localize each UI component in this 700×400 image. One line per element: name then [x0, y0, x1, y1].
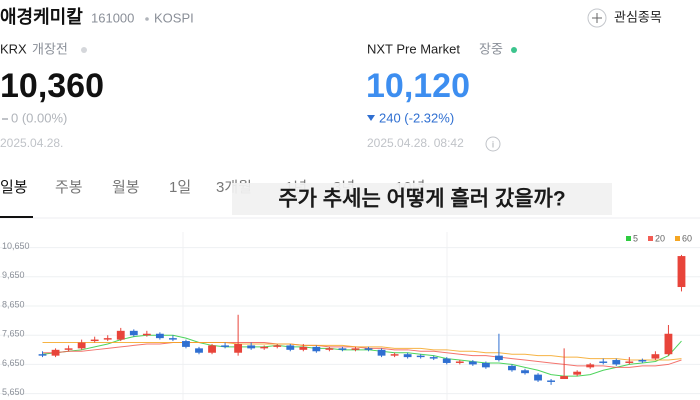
candle-body: [586, 364, 595, 368]
legend-label: 20: [655, 233, 665, 243]
legend-swatch: [626, 236, 631, 241]
candle-body: [351, 348, 360, 350]
candle-body: [155, 333, 164, 339]
change: 0 (0.00%): [11, 110, 67, 125]
y-tick-label: 9,650: [2, 270, 25, 280]
candle-body: [508, 365, 516, 371]
legend-label: 60: [682, 233, 692, 243]
candle-body: [534, 374, 542, 381]
legend-swatch: [648, 236, 653, 241]
candle-body: [169, 338, 177, 340]
date: 2025.04.28. 08:42: [367, 136, 464, 150]
status: 장중: [479, 41, 503, 56]
candle-body: [442, 358, 451, 363]
moving-average-line: [42, 342, 682, 368]
watch-button[interactable]: 관심종목: [587, 8, 662, 28]
candle-body: [416, 355, 425, 358]
exchange: KRX: [0, 41, 27, 56]
candle-body: [260, 346, 269, 349]
banner-box: [232, 183, 612, 215]
status-dot: [81, 47, 87, 53]
candle-body: [547, 380, 555, 382]
candle-body: [612, 360, 621, 365]
candle-body: [468, 361, 477, 365]
moving-average-line: [42, 342, 682, 361]
candle-body: [299, 346, 308, 350]
candle-body: [116, 330, 125, 340]
candle-body: [455, 361, 464, 363]
candle-body: [677, 256, 686, 288]
y-tick-label: 6,650: [2, 358, 25, 368]
candle-body: [664, 333, 673, 355]
candle-body: [77, 342, 86, 349]
candle-body: [208, 345, 216, 353]
y-tick-label: 10,650: [2, 241, 30, 251]
candle-body: [51, 349, 60, 356]
candle-body: [403, 354, 412, 358]
candle-body: [273, 345, 282, 347]
price: 10,360: [0, 67, 104, 105]
candle-body: [377, 349, 386, 356]
y-tick-label: 7,650: [2, 329, 25, 339]
date: 2025.04.28.: [0, 136, 63, 150]
candle-body: [338, 348, 347, 350]
watch-label: 관심종목: [614, 9, 662, 24]
candle-body: [103, 338, 112, 340]
candle-body: [90, 339, 99, 342]
stock-name: 애경케미칼: [0, 7, 83, 27]
candle-body: [325, 348, 334, 350]
info-icon: i: [492, 139, 494, 149]
legend-swatch: [675, 236, 680, 241]
candle-body: [651, 354, 660, 359]
candle-body: [142, 333, 151, 336]
period-tab[interactable]: 주봉: [55, 179, 83, 196]
market: KOSPI: [154, 10, 194, 25]
legend-label: 5: [633, 233, 638, 243]
period-tab[interactable]: 월봉: [112, 179, 140, 196]
candle-body: [182, 341, 190, 347]
candle-body: [638, 360, 647, 362]
price: 10,120: [366, 67, 470, 105]
y-tick-label: 8,650: [2, 299, 25, 309]
exchange: NXT Pre Market: [367, 41, 460, 56]
down-icon: [367, 115, 375, 121]
period-tab[interactable]: 일봉: [0, 179, 28, 196]
candle-body: [247, 345, 256, 349]
candle-body: [312, 346, 321, 352]
candle-body: [234, 343, 243, 353]
candle-body: [64, 348, 73, 350]
candle-body: [286, 345, 295, 350]
separator-dot: [145, 17, 149, 21]
candle-body: [560, 376, 569, 380]
banner: 주가 추세는 어떻게 흘러 갔을까?: [278, 187, 565, 211]
candle-body: [521, 370, 529, 374]
period-tab[interactable]: 1일: [169, 179, 191, 196]
candle-body: [599, 361, 608, 363]
candle-body: [573, 371, 582, 375]
moving-average-line: [42, 334, 682, 377]
stock-code: 161000: [91, 10, 134, 25]
candlestick-chart: 10,650 9,650 8,650 7,650 6,650 5,650 5 20 60: [0, 233, 700, 397]
candle-body: [390, 354, 399, 356]
candle-body: [195, 348, 203, 353]
status: 개장전: [32, 41, 68, 56]
candle-body: [625, 361, 634, 363]
plus-icon: [587, 8, 607, 28]
change: 240 (-2.32%): [379, 110, 454, 125]
candle-body: [129, 330, 138, 336]
candle-body: [38, 354, 47, 356]
candle-body: [364, 348, 373, 350]
candle-body: [481, 362, 490, 368]
status-dot: [511, 47, 517, 53]
candle-body: [429, 357, 438, 359]
candle-body: [495, 355, 503, 361]
y-tick-label: 5,650: [2, 387, 25, 397]
info-icon: [485, 136, 501, 152]
candle-body: [221, 345, 229, 347]
